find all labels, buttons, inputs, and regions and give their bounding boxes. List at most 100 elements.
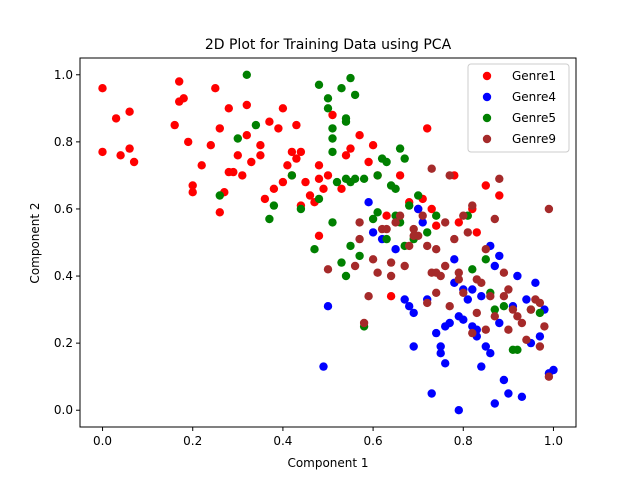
data-point (432, 211, 441, 220)
data-point (278, 177, 288, 187)
data-point (319, 184, 328, 193)
data-point (495, 251, 504, 261)
data-point (328, 110, 337, 120)
data-point (472, 228, 481, 237)
data-point (386, 258, 396, 267)
data-point (265, 214, 274, 224)
data-point (517, 318, 527, 328)
data-point (346, 144, 355, 153)
data-point (499, 268, 509, 277)
data-point (405, 302, 414, 311)
legend-label: Genre4 (512, 90, 556, 104)
data-point (251, 120, 261, 130)
y-tick-label: 0.8 (54, 135, 73, 149)
data-point (481, 342, 490, 351)
legend-marker (482, 134, 492, 144)
legend-marker (482, 113, 492, 123)
x-tick-label: 0.0 (93, 434, 112, 448)
series-genre1 (98, 77, 504, 301)
data-point (242, 70, 251, 80)
data-point (184, 137, 193, 147)
data-point (423, 228, 432, 237)
x-tick-label: 1.0 (544, 434, 563, 448)
data-point (382, 157, 391, 167)
data-point (468, 201, 477, 210)
legend-label: Genre9 (512, 132, 556, 146)
data-point (368, 255, 378, 264)
ticks-layer: 0.0 0.2 0.4 0.6 0.8 1.0 0.0 0.2 0.4 0.6 0.8 1.0 (54, 68, 563, 448)
data-point (463, 228, 472, 237)
legend: Genre1 Genre4 Genre5 Genre9 (467, 63, 570, 153)
data-point (432, 245, 441, 254)
data-point (328, 124, 337, 133)
data-point (391, 184, 400, 193)
data-point (350, 174, 360, 183)
data-point (211, 84, 220, 93)
data-point (386, 292, 396, 301)
data-point (373, 171, 382, 180)
data-point (98, 147, 107, 157)
data-point (391, 218, 400, 227)
data-point (355, 251, 364, 261)
data-point (513, 345, 522, 354)
data-point (504, 325, 513, 334)
data-point (328, 147, 337, 157)
data-point (179, 94, 188, 103)
data-point (432, 288, 441, 297)
data-point (386, 271, 396, 281)
y-axis-label: Component 2 (28, 202, 42, 283)
y-tick-label: 0.0 (54, 403, 73, 417)
data-point (323, 94, 333, 103)
data-point (463, 295, 472, 304)
x-tick-label: 0.2 (183, 434, 202, 448)
data-point (490, 261, 499, 271)
data-point (323, 104, 333, 113)
data-point (368, 214, 378, 224)
x-tick-label: 0.8 (454, 434, 473, 448)
data-point (364, 198, 373, 207)
data-point (350, 90, 360, 100)
data-point (427, 164, 436, 173)
data-point (368, 228, 378, 237)
data-point (382, 211, 391, 220)
data-point (283, 161, 292, 170)
data-point (544, 372, 554, 381)
data-point (319, 362, 328, 371)
legend-box (467, 63, 570, 153)
data-point (242, 131, 251, 140)
y-tick-label: 0.4 (54, 269, 73, 283)
data-point (98, 84, 107, 93)
data-point (229, 167, 238, 177)
data-point (296, 147, 306, 157)
data-point (359, 318, 369, 328)
data-point (323, 265, 333, 274)
data-point (373, 268, 382, 277)
data-point (129, 157, 139, 167)
data-point (111, 114, 121, 123)
legend-label: Genre5 (512, 111, 556, 125)
data-point (301, 177, 310, 187)
data-point (287, 147, 297, 157)
data-point (170, 120, 179, 130)
data-point (364, 292, 373, 301)
data-point (495, 174, 504, 183)
data-point (337, 84, 346, 93)
data-point (477, 278, 486, 287)
data-point (125, 107, 134, 116)
data-point (405, 241, 414, 251)
data-point (314, 161, 324, 170)
data-point (215, 124, 224, 133)
data-point (391, 245, 400, 254)
data-point (459, 315, 468, 324)
data-point (256, 141, 265, 150)
data-point (188, 188, 197, 197)
data-point (332, 177, 342, 187)
data-point (490, 312, 499, 321)
data-point (495, 191, 504, 200)
data-point (490, 305, 499, 314)
data-point (513, 271, 522, 281)
data-point (373, 208, 382, 217)
data-point (459, 211, 468, 220)
data-point (445, 171, 454, 180)
